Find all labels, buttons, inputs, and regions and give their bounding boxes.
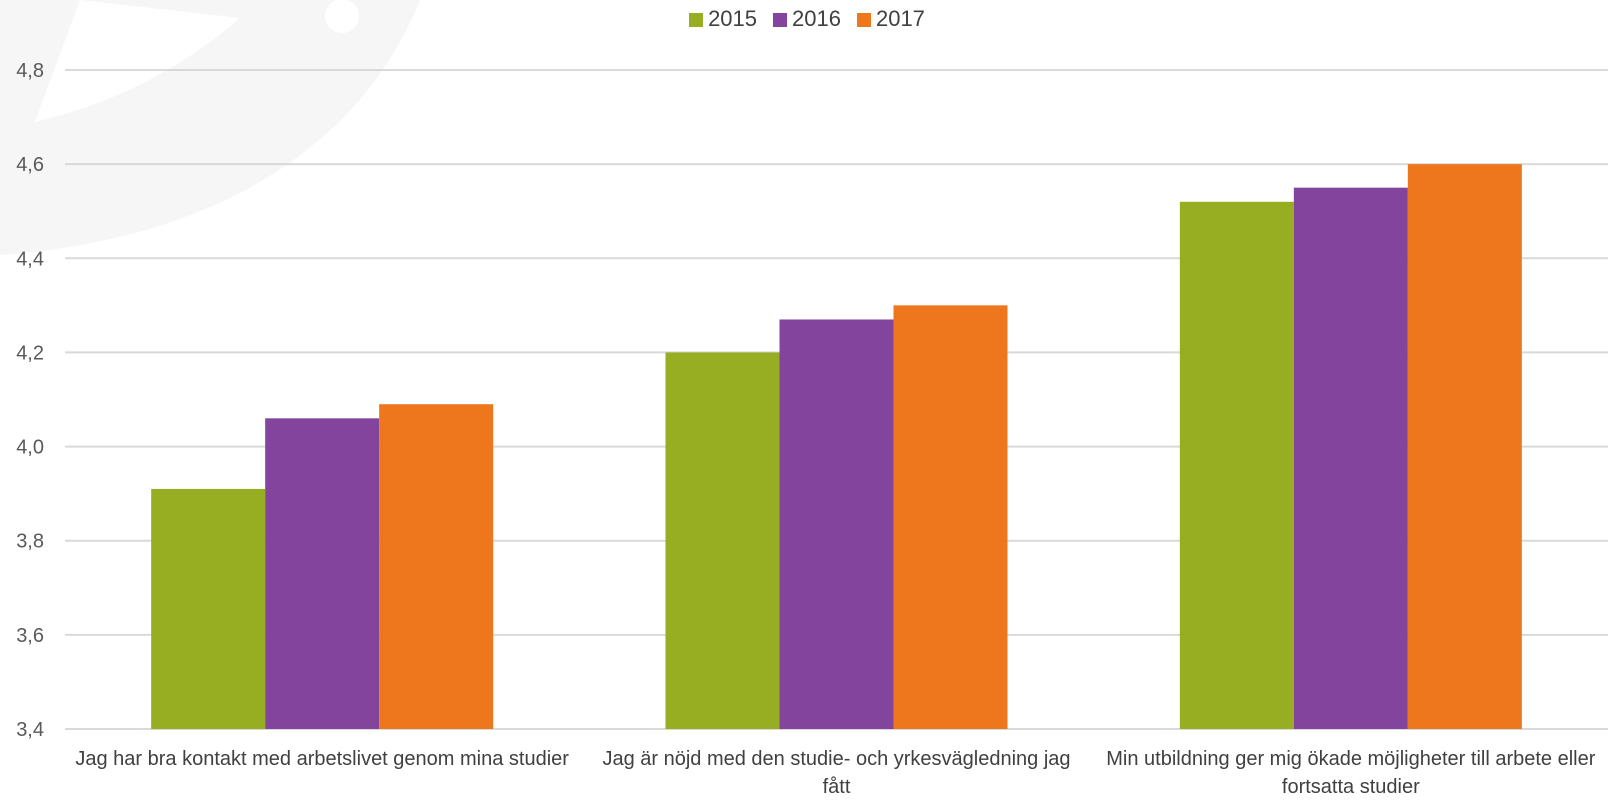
background-watermark <box>0 0 420 255</box>
bar-2017-category-1 <box>379 404 494 729</box>
y-tick-label: 3,6 <box>16 625 44 647</box>
bars <box>151 164 1522 730</box>
y-tick-label: 4,2 <box>16 342 44 364</box>
legend-swatch <box>689 13 704 27</box>
legend-item: 2016 <box>773 6 841 32</box>
bar-2015-category-1 <box>151 488 266 729</box>
y-tick-label: 3,4 <box>16 719 44 741</box>
legend-swatch <box>856 13 871 27</box>
legend: 2015 2016 2017 <box>0 6 1614 32</box>
y-tick-label: 4,6 <box>16 154 44 176</box>
bar-2015-category-2 <box>665 352 780 729</box>
bar-2017-category-3 <box>1407 164 1522 730</box>
legend-label: 2015 <box>708 6 758 31</box>
legend-item: 2017 <box>856 6 925 32</box>
bar-2017-category-2 <box>893 305 1008 729</box>
category-label: Jag har bra kontakt med arbetslivet geno… <box>75 748 569 770</box>
y-tick-label: 4,4 <box>16 248 44 270</box>
y-tick-label: 4,0 <box>16 437 44 459</box>
category-label: Min utbildning ger mig ökade möjligheter… <box>1106 748 1596 798</box>
legend-swatch <box>773 13 788 27</box>
category-label: Jag är nöjd med den studie- och yrkesväg… <box>602 748 1071 798</box>
legend-label: 2017 <box>875 6 925 31</box>
y-tick-label: 3,8 <box>16 531 44 553</box>
y-tick-label: 4,8 <box>16 60 44 82</box>
y-axis-ticks: 3,4 3,6 3,8 4,0 4,2 4,4 4,6 4,8 <box>16 60 44 741</box>
bar-2015-category-3 <box>1179 201 1294 730</box>
bar-2016-category-1 <box>265 418 380 729</box>
legend-label: 2016 <box>792 6 841 31</box>
bar-2016-category-3 <box>1293 187 1408 729</box>
bar-2016-category-2 <box>779 319 894 729</box>
legend-item: 2015 <box>689 6 757 32</box>
